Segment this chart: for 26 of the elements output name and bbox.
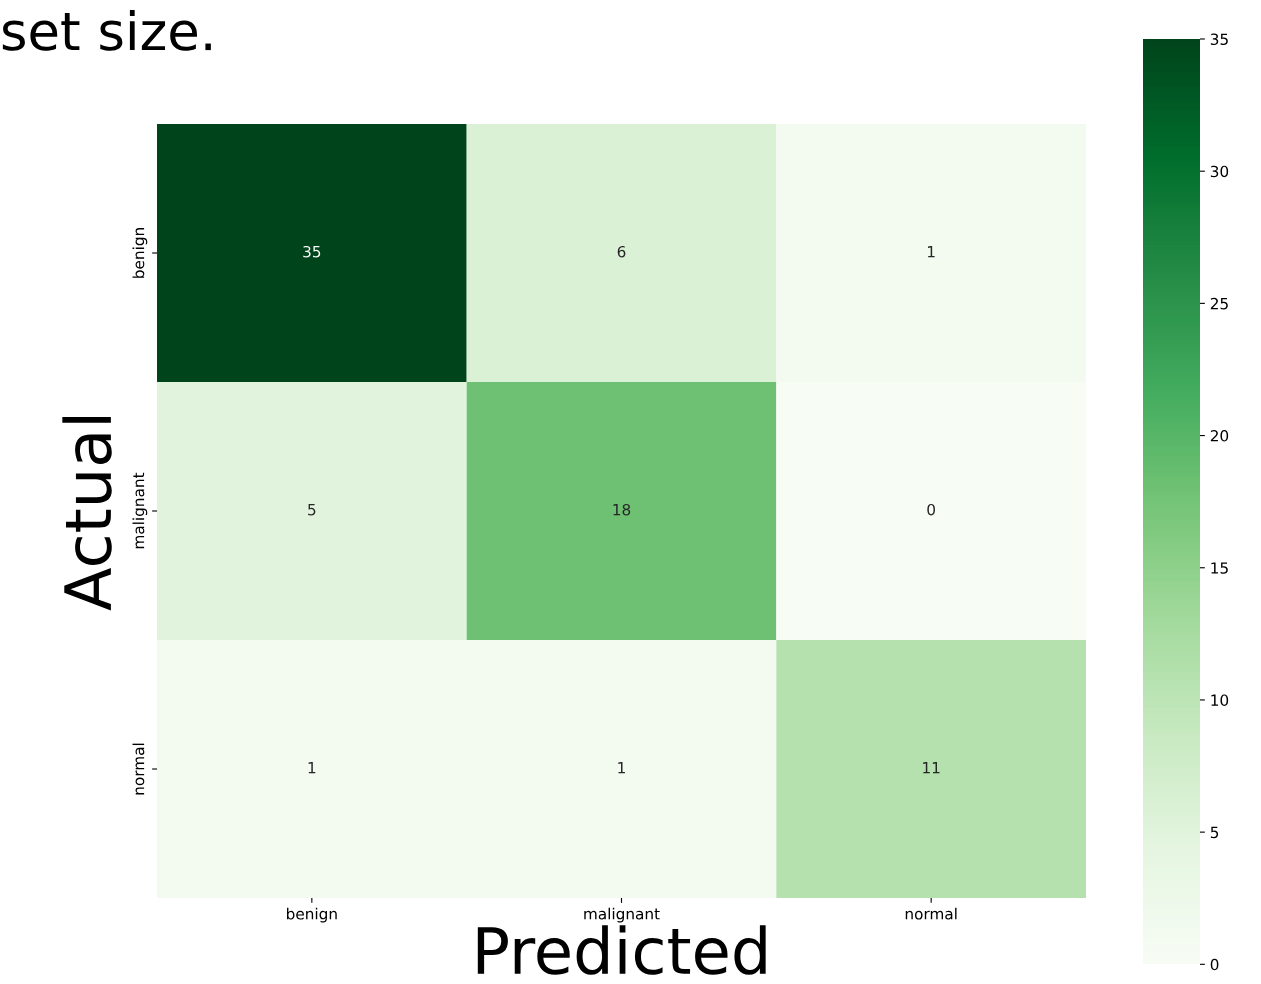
- x-tick-label: malignant: [584, 907, 660, 923]
- color-bar-label: 25: [1210, 297, 1228, 310]
- text: set size.: [2, 10, 211, 51]
- y-tick-label: benign: [132, 228, 148, 278]
- data-label: 0: [927, 503, 936, 516]
- data-label: 18: [613, 503, 631, 516]
- data-label: 35: [303, 245, 321, 258]
- y-tick-label: normal: [132, 743, 145, 795]
- color-bar-label: 35: [1210, 33, 1228, 46]
- x-tick-label: benign: [287, 907, 337, 923]
- color-bar-label: 15: [1211, 562, 1228, 574]
- x-axis-title: Predicted: [477, 925, 766, 975]
- data-label: 5: [308, 504, 316, 516]
- x-tick-label: normal: [905, 907, 957, 920]
- data-label: 1: [308, 762, 316, 774]
- color-bar-label: 0: [1210, 958, 1219, 971]
- color-bar-label: 30: [1210, 165, 1229, 178]
- color-bar-label: 10: [1211, 694, 1229, 706]
- data-label: 1: [618, 762, 625, 774]
- data-label: 6: [617, 245, 626, 258]
- color-bar-label: 5: [1210, 826, 1219, 839]
- data-label: 1: [927, 246, 935, 258]
- color-bar-label: 20: [1210, 430, 1229, 442]
- data-label: 11: [923, 762, 940, 774]
- y-axis-title: Actual: [62, 416, 112, 611]
- y-tick-label: malignant: [132, 472, 148, 549]
